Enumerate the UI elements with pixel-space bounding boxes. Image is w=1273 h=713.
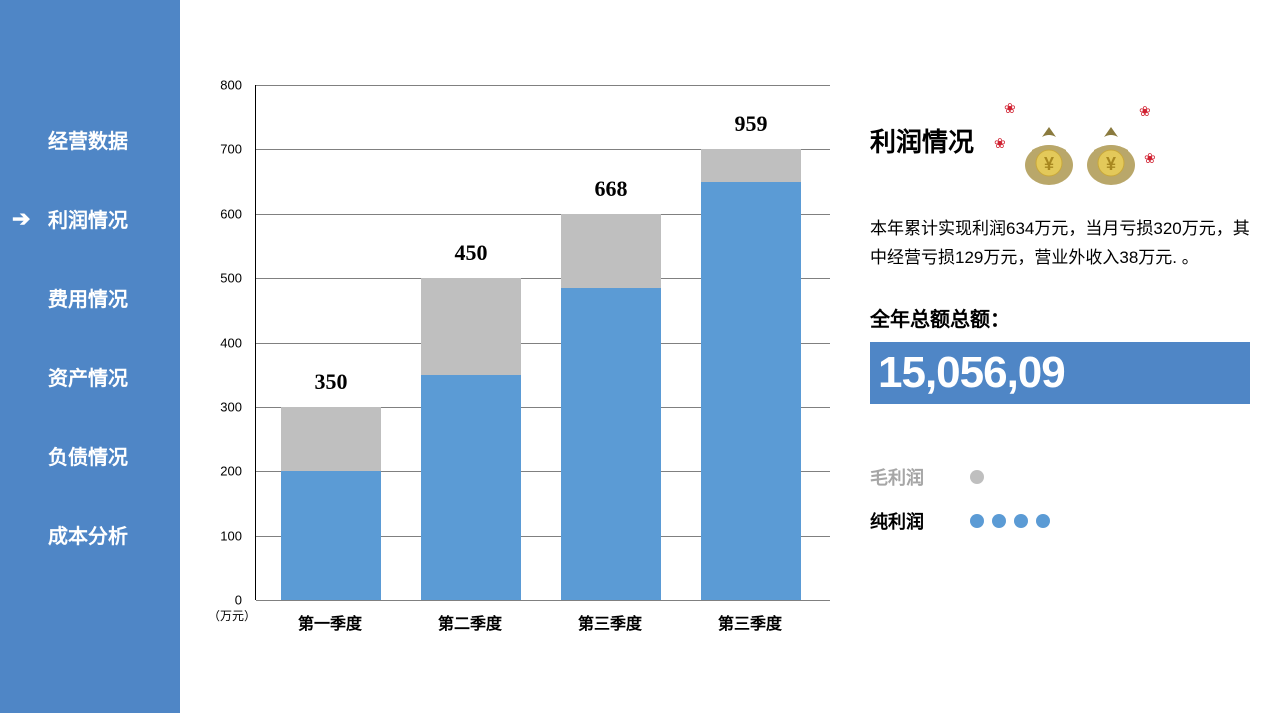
sidebar-item-profit[interactable]: ➔ 利润情况 xyxy=(0,179,180,258)
legend-dot xyxy=(970,514,984,528)
total-label: 全年总额总额： xyxy=(870,303,1250,332)
sidebar-item-label: 负债情况 xyxy=(48,447,128,469)
chart-xtick: 第一季度 xyxy=(280,610,380,634)
legend-item-gross-profit: 毛利润 xyxy=(870,464,1250,490)
chart-bar-value-label: 450 xyxy=(421,240,521,266)
panel-description: 本年累计实现利润634万元，当月亏损320万元，其中经营亏损129万元，营业外收… xyxy=(870,215,1250,273)
chart-bar-segment xyxy=(701,182,801,600)
sidebar-item-assets[interactable]: ➔ 资产情况 xyxy=(0,337,180,416)
chart-bar-segment xyxy=(281,471,381,600)
chart-ytick: 100 xyxy=(220,528,242,543)
right-panel: 利润情况 ❀ ❀ ❀ ❀ ¥ xyxy=(870,95,1250,552)
sidebar-item-expenses[interactable]: ➔ 费用情况 xyxy=(0,258,180,337)
chart-ytick: 200 xyxy=(220,464,242,479)
main-content: 0 100 200 300 400 500 600 700 800 350 450 668 959 （… xyxy=(180,0,1273,713)
chart-ytick: 800 xyxy=(220,78,242,93)
arrow-right-icon: ➔ xyxy=(12,206,30,232)
chart-ytick: 400 xyxy=(220,335,242,350)
sidebar-item-label: 费用情况 xyxy=(48,289,128,311)
chart-bar-value-label: 668 xyxy=(561,176,661,202)
panel-title: 利润情况 xyxy=(870,122,974,159)
chart-bar-stack xyxy=(281,407,381,600)
legend-label: 纯利润 xyxy=(870,508,940,534)
chart-bar-stack xyxy=(421,278,521,600)
chart-bar-segment xyxy=(701,149,801,181)
legend-swatch xyxy=(970,470,984,484)
chart-bar-value-label: 350 xyxy=(281,369,381,395)
sidebar-item-label: 成本分析 xyxy=(48,526,128,548)
chart-ytick: 0 xyxy=(235,593,242,608)
chart-bar-group: 350 xyxy=(281,407,381,600)
chart-bar-segment xyxy=(561,214,661,288)
chart-x-axis: 第一季度 第二季度 第三季度 第三季度 xyxy=(255,610,830,645)
legend-dot xyxy=(1036,514,1050,528)
svg-text:¥: ¥ xyxy=(1106,154,1116,174)
legend-dot xyxy=(992,514,1006,528)
chart-gridline xyxy=(256,85,830,86)
legend-dot xyxy=(1014,514,1028,528)
right-header: 利润情况 ❀ ❀ ❀ ❀ ¥ xyxy=(870,95,1250,185)
sidebar: ➔ 经营数据 ➔ 利润情况 ➔ 费用情况 ➔ 资产情况 ➔ 负债情况 ➔ 成本分… xyxy=(0,0,180,713)
money-bag-icon: ❀ ❀ ❀ ❀ ¥ xyxy=(994,95,1154,185)
chart-unit-label: （万元） xyxy=(208,607,256,624)
sidebar-item-business-data[interactable]: ➔ 经营数据 xyxy=(0,100,180,179)
chart-bar-stack xyxy=(701,149,801,600)
chart-y-axis: 0100200300400500600700800 xyxy=(200,85,250,600)
sidebar-item-label: 利润情况 xyxy=(48,210,128,232)
chart-ytick: 300 xyxy=(220,399,242,414)
chart-bar-value-label: 959 xyxy=(701,111,801,137)
chart-ytick: 500 xyxy=(220,271,242,286)
chart-bar-segment xyxy=(561,288,661,600)
total-value: 15,056,09 xyxy=(870,342,1250,404)
chart-gridline xyxy=(256,600,830,601)
legend-dot xyxy=(970,470,984,484)
chart-plot-area: 350 450 668 959 xyxy=(255,85,830,600)
legend-label: 毛利润 xyxy=(870,464,940,490)
chart-xtick: 第三季度 xyxy=(700,610,800,634)
sidebar-item-label: 资产情况 xyxy=(48,368,128,390)
sidebar-item-cost-analysis[interactable]: ➔ 成本分析 xyxy=(0,495,180,574)
chart-bar-segment xyxy=(421,375,521,600)
chart-ytick: 700 xyxy=(220,142,242,157)
sidebar-item-liabilities[interactable]: ➔ 负债情况 xyxy=(0,416,180,495)
chart-bar-segment xyxy=(421,278,521,375)
svg-text:¥: ¥ xyxy=(1044,154,1054,174)
chart-ytick: 600 xyxy=(220,206,242,221)
legend-swatch xyxy=(970,514,1050,528)
chart-bar-segment xyxy=(281,407,381,471)
sidebar-item-label: 经营数据 xyxy=(48,131,128,153)
chart-legend: 毛利润 纯利润 xyxy=(870,464,1250,534)
chart-xtick: 第二季度 xyxy=(420,610,520,634)
chart-bar-stack xyxy=(561,214,661,600)
chart-bar-group: 450 xyxy=(421,278,521,600)
chart-bar-group: 959 xyxy=(701,149,801,600)
chart-xtick: 第三季度 xyxy=(560,610,660,634)
chart-bar-group: 668 xyxy=(561,214,661,600)
profit-bar-chart: 0100200300400500600700800 350450668959 （… xyxy=(200,85,840,645)
legend-item-net-profit: 纯利润 xyxy=(870,508,1250,534)
